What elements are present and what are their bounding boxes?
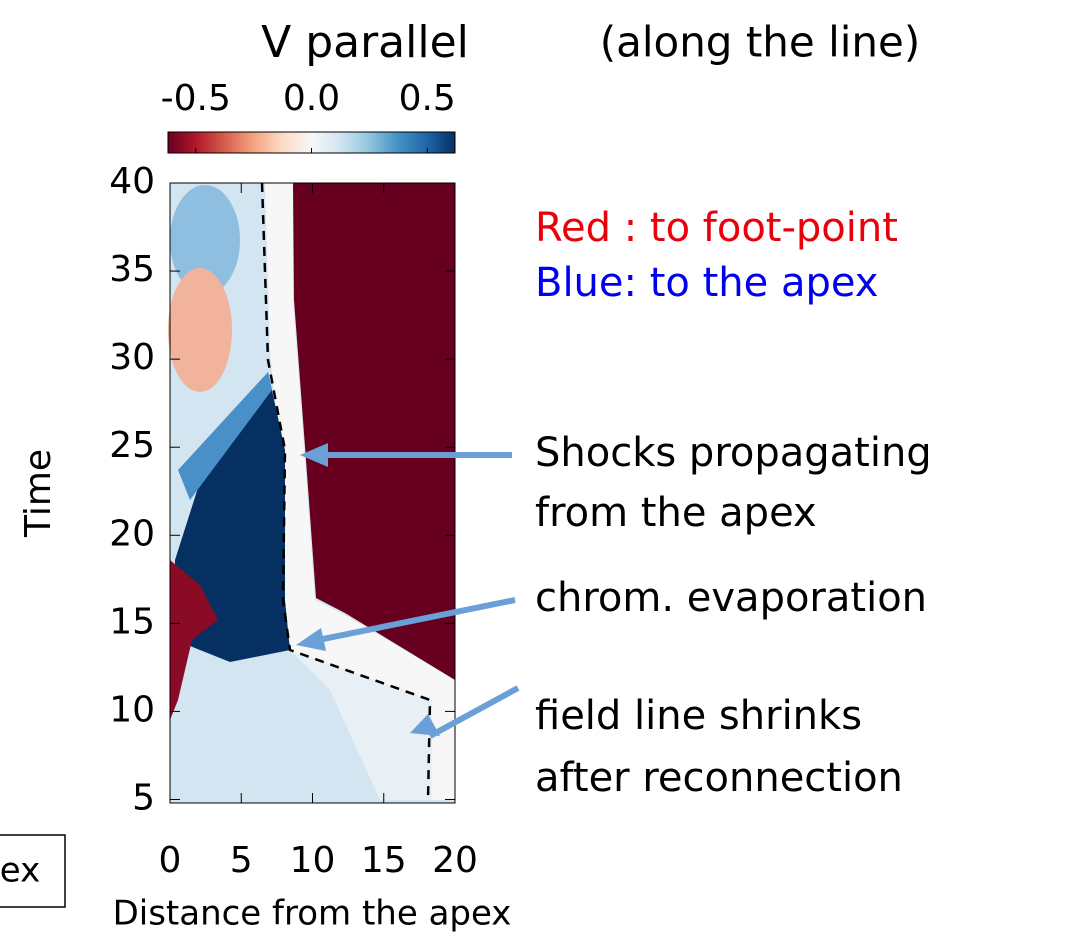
annotation: Blue: to the apex	[535, 260, 878, 306]
y-tick-label: 20	[109, 513, 155, 554]
chart-title: V parallel	[261, 17, 469, 68]
x-axis-label: Distance from the apex	[113, 894, 512, 934]
y-tick-label: 35	[109, 249, 155, 290]
cropped-box-text: ex	[0, 851, 40, 891]
heatmap-field	[168, 182, 456, 804]
y-tick-label: 15	[109, 601, 155, 642]
annotation: Red : to foot-point	[535, 205, 898, 251]
y-axis-label: Time	[18, 449, 59, 538]
y-tick-label: 40	[109, 161, 155, 202]
x-tick-label: 5	[230, 840, 253, 881]
x-tick-label: 0	[159, 840, 182, 881]
annotation: after reconnection	[535, 755, 903, 801]
x-tick-label: 20	[432, 840, 478, 881]
colorbar-tick-label: 0.5	[399, 78, 456, 119]
colorbar-tick-label: 0.0	[283, 78, 340, 119]
y-tick-label: 5	[132, 777, 155, 818]
arrows	[296, 443, 520, 739]
annotation: from the apex	[535, 490, 817, 536]
x-tick-label: 10	[290, 840, 336, 881]
colorbar-tick-label: -0.5	[161, 78, 231, 119]
y-tick-label: 25	[109, 425, 155, 466]
annotation: field line shrinks	[535, 693, 862, 739]
y-tick-label: 30	[109, 337, 155, 378]
annotation: Shocks propagating	[535, 430, 932, 476]
cropped-box	[0, 834, 66, 908]
chart-subtitle: (along the line)	[600, 18, 921, 67]
x-tick-label: 15	[361, 840, 407, 881]
y-tick-label: 10	[109, 689, 155, 730]
annotation: chrom. evaporation	[535, 575, 927, 621]
